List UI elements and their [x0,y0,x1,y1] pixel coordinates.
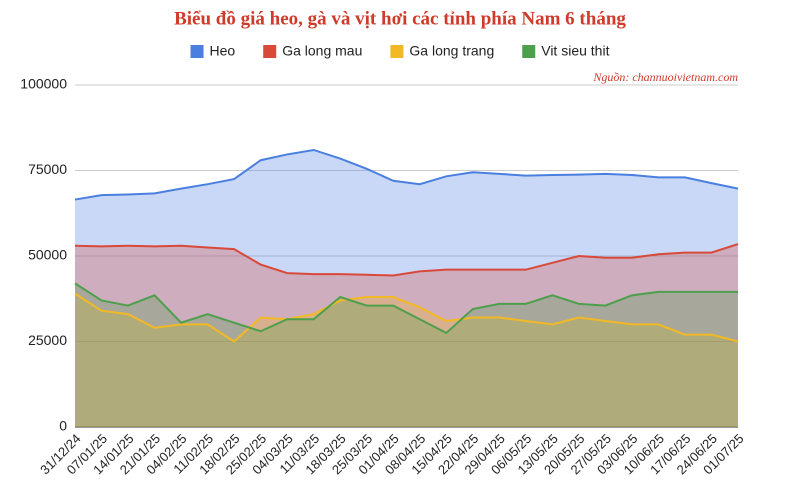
y-tick-label: 100000 [20,76,67,92]
legend-label: Ga long mau [282,43,362,59]
series-line [74,148,739,201]
legend-swatch [390,45,404,58]
legend-label: Heo [210,43,236,59]
y-tick-label: 75000 [28,161,67,177]
area-fill [75,293,738,427]
area-fill [75,149,738,428]
y-tick-label: 25000 [28,332,67,348]
y-tick-label: 0 [59,418,67,434]
annotation: Nguồn: channuoivietnam.com [592,70,738,84]
legend-swatch [522,45,536,58]
legend-label: Ga long trang [409,43,494,59]
legend-swatch [263,45,277,58]
series-line [74,292,739,343]
series-line [74,243,739,277]
chart-title: Biểu đồ giá heo, gà và vịt hơi các tỉnh … [174,8,626,29]
series-line [74,282,738,335]
y-tick-label: 50000 [28,247,67,263]
legend-swatch [190,45,204,58]
legend-label: Vit sieu thit [541,43,609,59]
area-fill [75,244,738,427]
